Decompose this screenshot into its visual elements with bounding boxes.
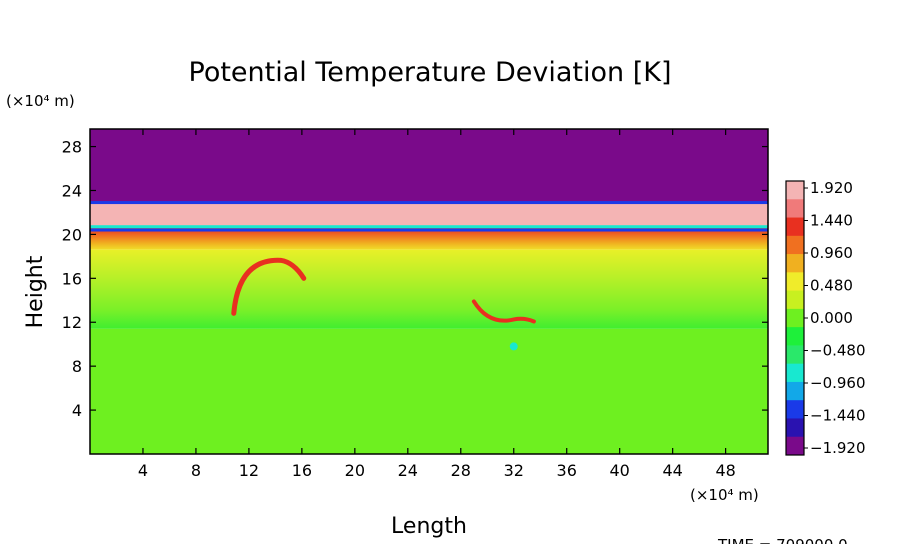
- y-tick-label: 24: [62, 181, 82, 200]
- x-axis: 4 8 12 16 20 24 28 32 36 40 44 48: [138, 129, 736, 480]
- chart-title: Potential Temperature Deviation [K]: [189, 57, 672, 88]
- colorbar-segment: [786, 272, 804, 292]
- band-0: [90, 129, 768, 202]
- colorbar-segment: [786, 199, 804, 219]
- y-tick-label: 20: [62, 225, 82, 244]
- plot-frame: [89, 128, 769, 455]
- x-tick-label: 40: [610, 461, 630, 480]
- colorbar-segment: [786, 181, 804, 200]
- colorbar-label: −0.960: [810, 374, 866, 392]
- colorbar-label: 1.440: [810, 212, 853, 230]
- colorbar-segment: [786, 308, 804, 328]
- feature-arc: [231, 257, 307, 316]
- colorbar-segment: [786, 418, 804, 438]
- colorbar-segment: [786, 327, 804, 346]
- feature-cold-spot: [509, 342, 518, 351]
- colorbar: 1.920 1.440 0.960 0.480 0.000 −0.480 −0.960 −1.…: [785, 179, 866, 457]
- band-3: [90, 249, 768, 329]
- colorbar-label: 1.920: [810, 179, 853, 197]
- x-tick-label: 16: [292, 461, 312, 480]
- y-axis: 4 8 12 16 20 24 28: [62, 138, 768, 420]
- x-tick-label: 8: [191, 461, 201, 480]
- colorbar-label: 0.000: [810, 309, 853, 327]
- x-tick-label: 28: [451, 461, 471, 480]
- x-tick-label: 36: [557, 461, 577, 480]
- band-edge-2: [90, 228, 768, 232]
- y-unit-label: (×10⁴ m): [6, 92, 75, 110]
- y-tick-label: 8: [72, 357, 82, 376]
- feature-streak: [471, 299, 536, 324]
- y-tick-label: 16: [62, 269, 82, 288]
- band-edge-0: [90, 201, 768, 205]
- x-tick-label: 48: [715, 461, 735, 480]
- colorbar-segment: [786, 290, 804, 310]
- x-tick-label: 44: [662, 461, 682, 480]
- colorbar-label: −1.920: [810, 439, 866, 457]
- band-edge-1: [90, 225, 768, 229]
- time-label: TIME = 709000.0: [717, 536, 848, 544]
- plot-area: [90, 129, 768, 454]
- colorbar-label: 0.480: [810, 277, 853, 295]
- colorbar-segment: [786, 436, 804, 456]
- colorbar-segment: [786, 363, 804, 383]
- x-axis-title: Length: [391, 514, 467, 539]
- x-tick-label: 20: [345, 461, 365, 480]
- y-axis-title: Height: [23, 255, 48, 328]
- colorbar-segment: [786, 217, 804, 237]
- colorbar-label: −0.480: [810, 342, 866, 360]
- colorbar-segment: [786, 235, 804, 255]
- field-bands: [90, 129, 768, 454]
- x-tick-label: 24: [398, 461, 418, 480]
- colorbar-segment: [786, 254, 804, 273]
- y-tick-label: 4: [72, 401, 82, 420]
- x-tick-label: 12: [239, 461, 259, 480]
- colorbar-segment: [786, 345, 804, 365]
- band-1: [90, 203, 768, 228]
- y-tick-label: 12: [62, 313, 82, 332]
- x-tick-label: 4: [138, 461, 148, 480]
- band-4: [90, 328, 768, 454]
- band-2: [90, 227, 768, 250]
- colorbar-segment: [786, 400, 804, 419]
- y-tick-label: 28: [62, 138, 82, 157]
- x-tick-label: 32: [504, 461, 524, 480]
- colorbar-label: 0.960: [810, 244, 853, 262]
- colorbar-segment: [786, 381, 804, 401]
- x-unit-label: (×10⁴ m): [690, 486, 759, 504]
- field-features: [231, 257, 536, 351]
- colorbar-label: −1.440: [810, 407, 866, 425]
